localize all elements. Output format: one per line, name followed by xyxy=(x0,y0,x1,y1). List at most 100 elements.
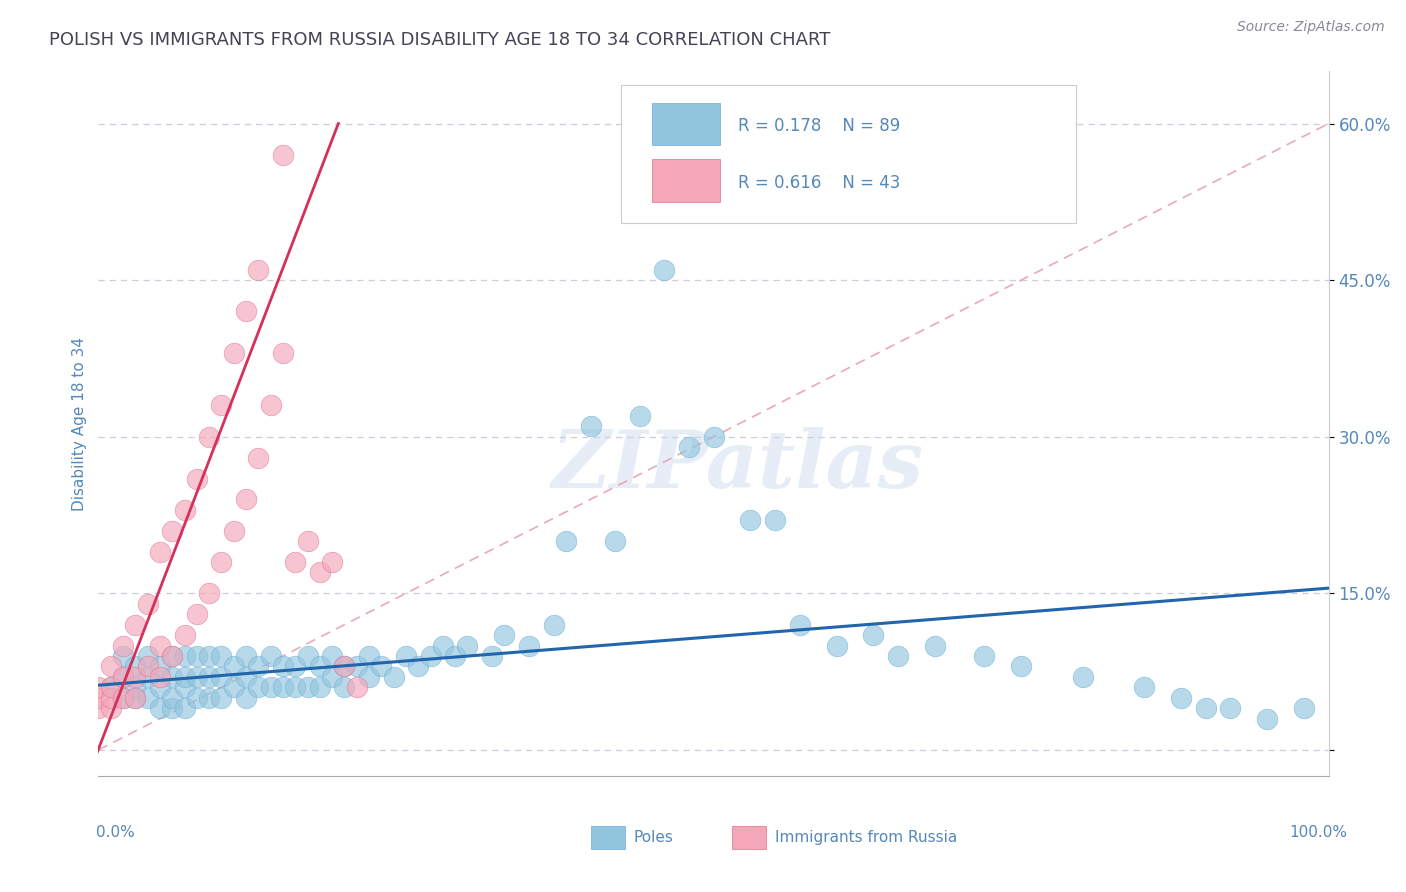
Point xyxy=(149,681,172,695)
Point xyxy=(235,304,257,318)
Point xyxy=(1133,681,1156,695)
Point xyxy=(149,670,172,684)
Point xyxy=(973,648,995,663)
Point xyxy=(456,639,478,653)
Point xyxy=(162,648,183,663)
Point xyxy=(517,639,540,653)
Point xyxy=(222,659,245,673)
Point xyxy=(333,681,356,695)
Point xyxy=(346,681,368,695)
Text: 0.0%: 0.0% xyxy=(96,825,135,840)
Point xyxy=(284,681,307,695)
Point xyxy=(136,690,159,705)
Point xyxy=(703,430,725,444)
Point xyxy=(162,670,183,684)
Point xyxy=(222,346,245,360)
Point xyxy=(87,681,110,695)
Text: R = 0.616    N = 43: R = 0.616 N = 43 xyxy=(738,174,900,192)
Point xyxy=(333,659,356,673)
Point xyxy=(309,681,332,695)
Point xyxy=(198,586,221,600)
Point xyxy=(136,597,159,611)
Point xyxy=(124,690,146,705)
Point xyxy=(149,639,172,653)
Text: Immigrants from Russia: Immigrants from Russia xyxy=(775,830,957,845)
Point xyxy=(136,659,159,673)
Point xyxy=(186,670,208,684)
Point xyxy=(173,670,195,684)
Point xyxy=(235,648,257,663)
Point xyxy=(124,690,146,705)
Point xyxy=(112,670,135,684)
Point xyxy=(297,648,319,663)
Point xyxy=(149,544,172,558)
Point xyxy=(271,346,294,360)
Point xyxy=(222,524,245,538)
Point xyxy=(260,399,283,413)
Point xyxy=(100,681,122,695)
Point xyxy=(1170,690,1192,705)
Point xyxy=(408,659,430,673)
Point xyxy=(87,690,110,705)
Point xyxy=(789,617,811,632)
Point xyxy=(173,628,195,642)
Point xyxy=(370,659,392,673)
Point xyxy=(124,681,146,695)
Point xyxy=(112,690,135,705)
Point xyxy=(173,681,195,695)
Point xyxy=(211,555,233,569)
FancyBboxPatch shape xyxy=(652,160,720,202)
FancyBboxPatch shape xyxy=(652,103,720,145)
Point xyxy=(1071,670,1094,684)
Point xyxy=(321,670,343,684)
FancyBboxPatch shape xyxy=(621,86,1077,223)
Point xyxy=(247,659,270,673)
Point xyxy=(211,399,233,413)
Point xyxy=(297,534,319,549)
Point xyxy=(235,690,257,705)
Point xyxy=(198,670,221,684)
Point xyxy=(1195,701,1218,715)
Point xyxy=(124,659,146,673)
Text: Poles: Poles xyxy=(634,830,673,845)
Point xyxy=(235,492,257,507)
Point xyxy=(1294,701,1316,715)
Point xyxy=(321,648,343,663)
Point xyxy=(321,555,343,569)
Point xyxy=(554,534,576,549)
Point xyxy=(432,639,454,653)
Point xyxy=(136,670,159,684)
Point xyxy=(271,659,294,673)
Point xyxy=(198,648,221,663)
Point xyxy=(887,648,910,663)
Point xyxy=(419,648,441,663)
Point xyxy=(297,681,319,695)
Point xyxy=(395,648,418,663)
Point xyxy=(112,648,135,663)
Point xyxy=(235,670,257,684)
Point xyxy=(309,659,332,673)
Point xyxy=(149,659,172,673)
Point xyxy=(579,419,602,434)
Point xyxy=(186,648,208,663)
Point xyxy=(162,648,183,663)
Point xyxy=(87,701,110,715)
Point xyxy=(222,681,245,695)
Text: POLISH VS IMMIGRANTS FROM RUSSIA DISABILITY AGE 18 TO 34 CORRELATION CHART: POLISH VS IMMIGRANTS FROM RUSSIA DISABIL… xyxy=(49,31,831,49)
Point xyxy=(652,262,676,277)
Point xyxy=(198,690,221,705)
Point xyxy=(247,262,270,277)
Y-axis label: Disability Age 18 to 34: Disability Age 18 to 34 xyxy=(72,336,87,511)
Point xyxy=(1256,712,1278,726)
Point xyxy=(100,659,122,673)
Point xyxy=(271,148,294,162)
Point xyxy=(284,659,307,673)
Point xyxy=(112,690,135,705)
Point xyxy=(1219,701,1241,715)
Point xyxy=(359,670,381,684)
Point xyxy=(1010,659,1032,673)
Text: ZIPatlas: ZIPatlas xyxy=(553,427,924,505)
Point xyxy=(333,659,356,673)
Point xyxy=(481,648,503,663)
Point xyxy=(100,690,122,705)
